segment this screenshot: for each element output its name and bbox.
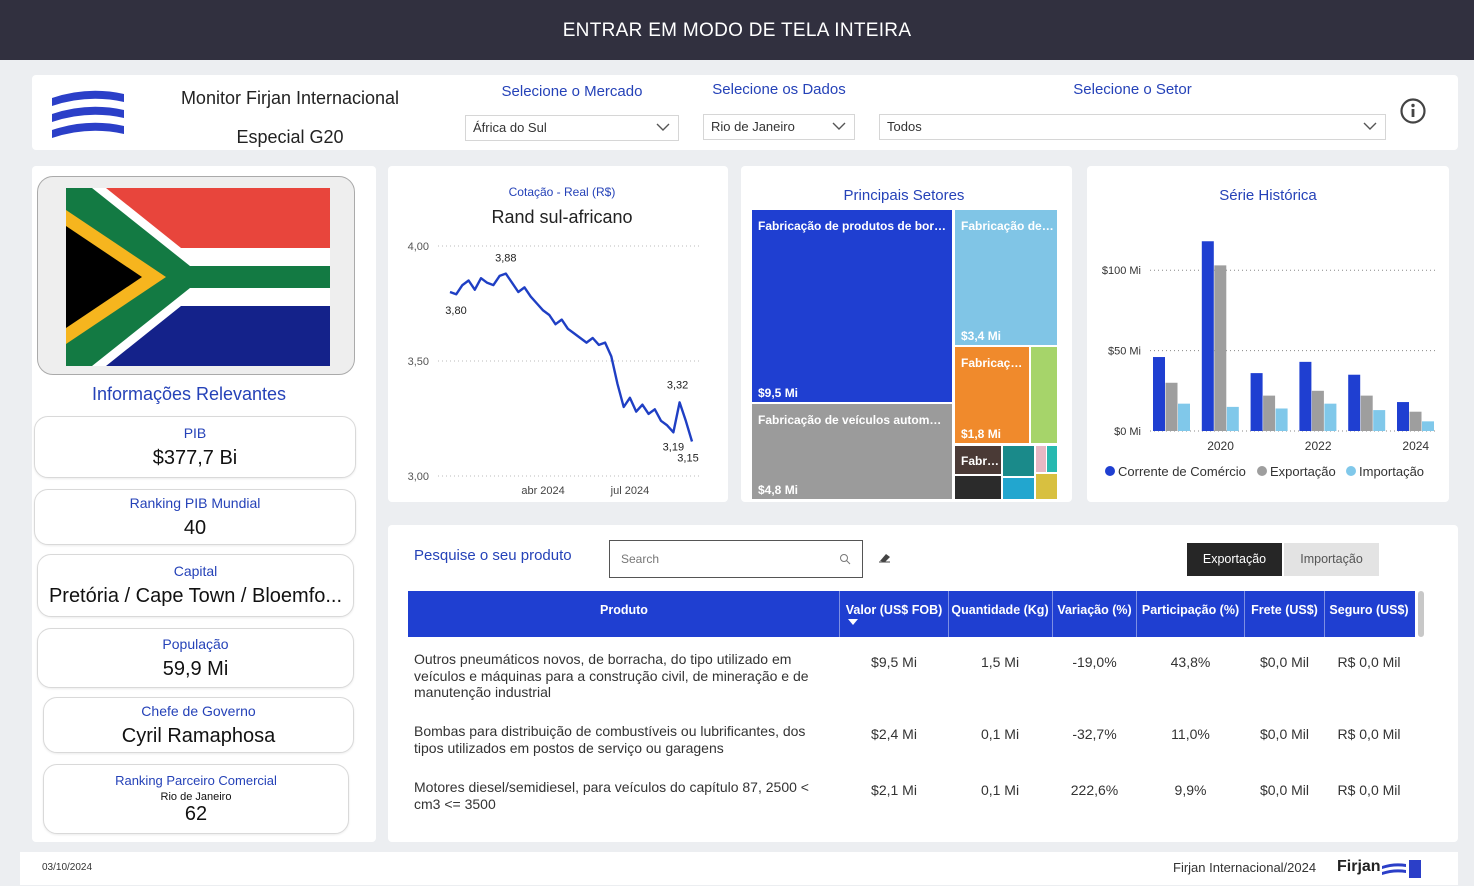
value-cell: R$ 0,0 Mil <box>1337 782 1401 798</box>
info-card: PIB $377,7 Bi <box>34 416 356 478</box>
dropdown-value: África do Sul <box>473 120 547 135</box>
value-cell: 9,9% <box>1174 782 1207 798</box>
sectors-panel <box>741 166 1072 502</box>
search-placeholder: Search <box>621 552 660 566</box>
import-tab[interactable]: Importação <box>1284 543 1379 576</box>
sector-dropdown[interactable]: Todos <box>879 114 1386 140</box>
value-cell: $2,1 Mi <box>871 782 917 798</box>
card-label: Capital <box>173 563 218 579</box>
card-label: População <box>162 635 229 652</box>
market-dropdown[interactable]: África do Sul <box>465 115 679 141</box>
search-icon <box>840 554 851 565</box>
table-header <box>408 591 1415 637</box>
value-cell: $2,4 Mi <box>871 726 917 742</box>
footer-date: 03/10/2024 <box>42 862 93 873</box>
value-cell: R$ 0,0 Mil <box>1337 654 1401 670</box>
filter-label: Selecione o Setor <box>1073 81 1192 98</box>
chevron <box>1363 122 1377 130</box>
info-card: População 59,9 Mi <box>37 628 354 688</box>
exchange-panel <box>388 166 728 502</box>
footer <box>20 852 1458 885</box>
dropdown-value: Rio de Janeiro <box>711 119 795 134</box>
value-cell: 1,5 Mi <box>980 654 1020 670</box>
column-divider <box>1244 591 1245 637</box>
footer-brand: Firjan <box>1337 858 1381 875</box>
value-cell: -19,0% <box>1072 654 1117 670</box>
filter-label: Selecione o Mercado <box>501 83 643 100</box>
column-divider <box>1052 591 1053 637</box>
dropdown-value: Todos <box>887 119 922 134</box>
column-divider <box>948 591 949 637</box>
product-cell: Motores diesel/semidiesel, para veículos… <box>414 779 809 812</box>
card-label: Ranking PIB Mundial <box>129 494 261 511</box>
chevron <box>656 123 670 131</box>
card-value: $377,7 Bi <box>152 446 238 469</box>
column-divider <box>1136 591 1137 637</box>
card-value: 40 <box>183 516 207 539</box>
column-header: Produto <box>600 603 648 617</box>
info-card: Capital Pretória / Cape Town / Bloemfo... <box>37 554 354 617</box>
column-header: Frete (US$) <box>1251 603 1318 617</box>
footer-credit: Firjan Internacional/2024 <box>1173 860 1317 875</box>
value-cell: 222,6% <box>1070 782 1119 798</box>
fullscreen-button[interactable]: ENTRAR EM MODO DE TELA INTEIRA <box>562 20 912 41</box>
column-header: Seguro (US$) <box>1329 603 1409 617</box>
info-card: Ranking PIB Mundial 40 <box>34 489 356 545</box>
app-title: Monitor Firjan Internacional <box>180 88 400 108</box>
card-label: Chefe de Governo <box>141 702 256 719</box>
search-label: Pesquise o seu produto <box>414 547 572 564</box>
table-panel <box>388 525 1458 842</box>
info-card: Ranking Parceiro Comercial Rio de Janeiro… <box>43 764 349 834</box>
product-cell: Outros pneumáticos novos, de borracha, d… <box>414 651 809 700</box>
info-title: Informações Relevantes <box>91 384 287 404</box>
info-icon[interactable] <box>1399 97 1427 125</box>
value-cell: 11,0% <box>1171 726 1210 742</box>
info-card: Chefe de Governo Cyril Ramaphosa <box>43 697 354 753</box>
filter-label: Selecione os Dados <box>712 81 846 98</box>
column-header: Participação (%) <box>1141 603 1240 617</box>
value-cell: $0,0 Mil <box>1259 782 1310 798</box>
value-cell: R$ 0,0 Mil <box>1337 726 1401 742</box>
column-divider <box>1324 591 1325 637</box>
footer-logo <box>1382 860 1421 878</box>
card-label: Ranking Parceiro Comercial <box>115 772 277 788</box>
chevron <box>832 122 846 130</box>
value-cell: 0,1 Mi <box>980 782 1020 798</box>
value-cell: 43,8% <box>1170 654 1211 670</box>
scrollbar[interactable] <box>1418 591 1424 637</box>
column-header: Valor (US$ FOB) <box>845 603 943 617</box>
top-bar[interactable]: ENTRAR EM MODO DE TELA INTEIRA <box>0 0 1474 60</box>
card-sublabel: Rio de Janeiro <box>160 790 232 803</box>
data-dropdown[interactable]: Rio de Janeiro <box>703 114 855 140</box>
eraser-icon[interactable] <box>877 551 893 565</box>
card-value: 62 <box>184 802 208 825</box>
history-panel <box>1087 166 1449 502</box>
card-value: Cyril Ramaphosa <box>121 724 276 747</box>
card-value: Pretória / Cape Town / Bloemfo... <box>48 585 343 607</box>
card-label: PIB <box>183 424 207 441</box>
value-cell: -32,7% <box>1072 726 1117 742</box>
card-value: 59,9 Mi <box>162 657 229 680</box>
value-cell: $0,0 Mil <box>1259 654 1310 670</box>
sort-icon[interactable] <box>848 619 858 625</box>
app-subtitle: Especial G20 <box>236 127 344 147</box>
column-divider <box>839 591 840 637</box>
export-tab[interactable]: Exportação <box>1187 543 1282 576</box>
value-cell: $0,0 Mil <box>1259 726 1310 742</box>
search-box[interactable]: Search <box>609 540 863 578</box>
value-cell: $9,5 Mi <box>871 654 917 670</box>
value-cell: 0,1 Mi <box>980 726 1020 742</box>
column-header: Quantidade (Kg) <box>951 603 1049 617</box>
column-header: Variação (%) <box>1057 603 1132 617</box>
logo <box>52 90 124 138</box>
product-cell: Bombas para distribuição de combustíveis… <box>414 723 806 756</box>
flag <box>66 188 330 366</box>
